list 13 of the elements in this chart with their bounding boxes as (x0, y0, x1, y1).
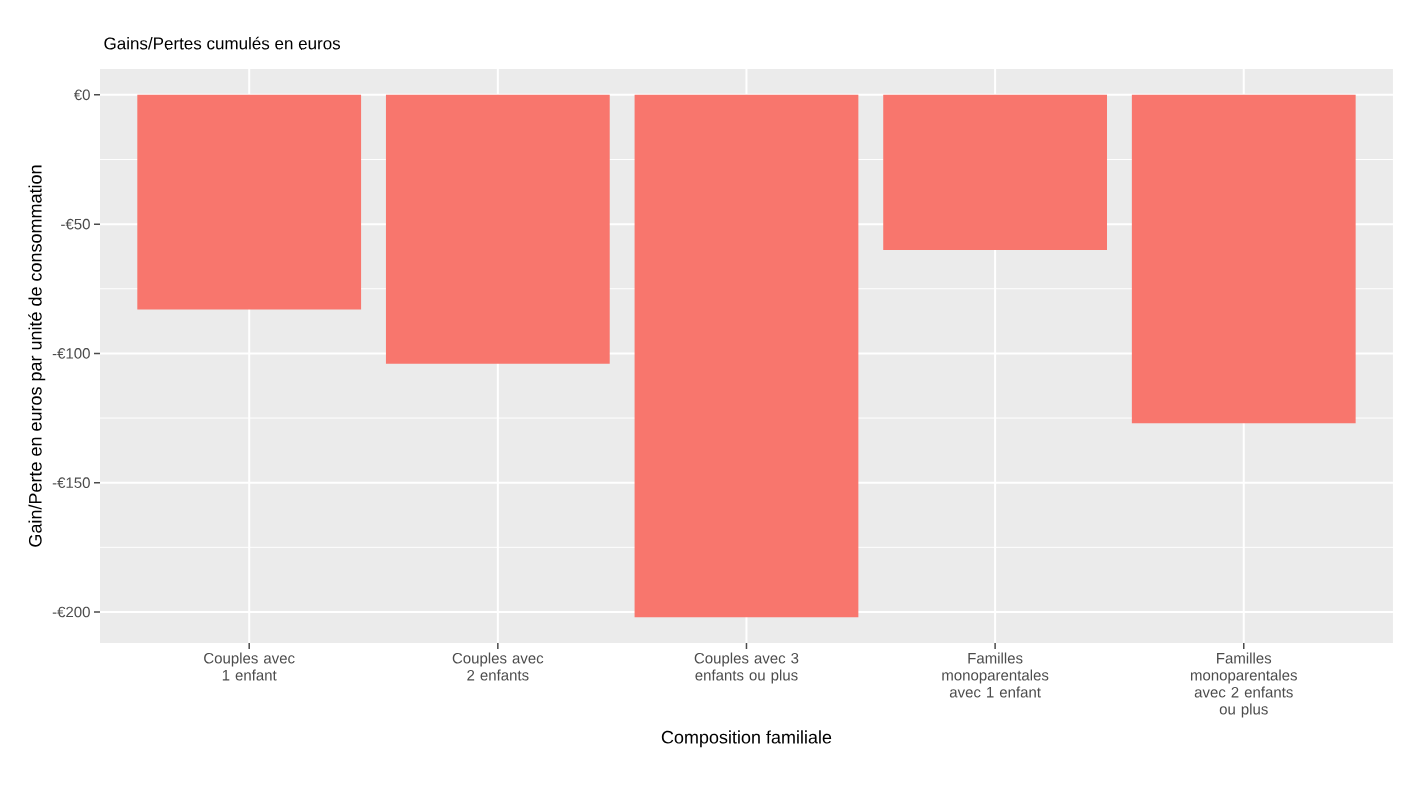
y-axis-title: Gain/Perte en euros par unité de consommation (28, 165, 46, 547)
y-tick-label: -€200 (52, 606, 90, 618)
y-tick-label: €0 (73, 89, 90, 101)
x-axis-title: Composition familiale (661, 730, 832, 748)
y-tick-label: -€150 (52, 477, 90, 488)
y-tick-label: -€50 (61, 218, 90, 230)
x-tick-label: Couples avec 1 enfant (204, 652, 295, 681)
x-tick-label: Couples avec 2 enfants (452, 652, 544, 681)
x-tick-label: Familles monoparentales avec 1 enfant (942, 652, 1049, 698)
x-tick-label: Familles monoparentales avec 2 enfants ou plus (1190, 652, 1297, 718)
x-tick-label: Couples avec 3 enfants ou plus (694, 652, 799, 684)
y-tick-label: -€100 (52, 348, 90, 359)
chart-title: Gains/Pertes cumulés en euros (104, 36, 341, 50)
